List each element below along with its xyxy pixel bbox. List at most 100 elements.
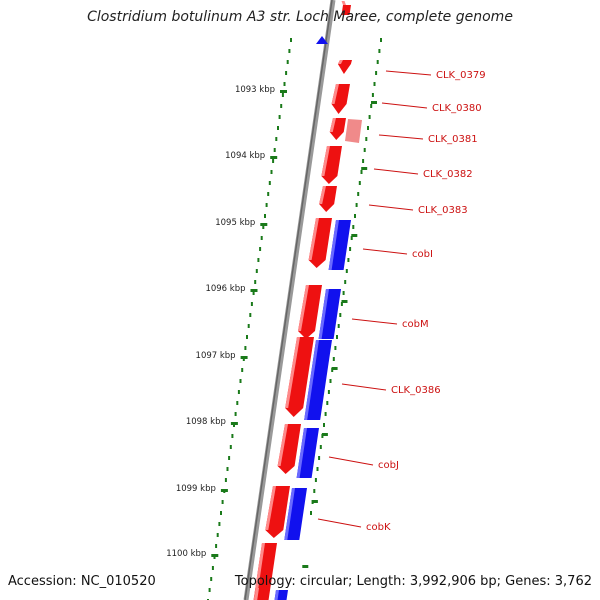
ruler-tick-right bbox=[371, 101, 377, 104]
ruler-tick-label: 1096 kbp bbox=[205, 284, 245, 294]
ruler-tick-label: 1098 kbp bbox=[186, 417, 226, 427]
gene-leader-line bbox=[385, 70, 432, 76]
ruler-dot bbox=[273, 148, 276, 152]
gene-highlight bbox=[304, 340, 319, 420]
ruler-tick-label: 1094 kbp bbox=[225, 151, 265, 161]
ruler-dot bbox=[211, 566, 214, 570]
ruler-dot bbox=[357, 192, 360, 196]
ruler-dot bbox=[363, 148, 366, 152]
forward-gene-arrow bbox=[337, 60, 352, 74]
ruler-dot bbox=[345, 269, 348, 273]
gene-highlight bbox=[284, 488, 295, 540]
gene-leader-line bbox=[373, 168, 419, 175]
ruler-dot bbox=[316, 467, 319, 471]
ruler-tick-label: 1099 kbp bbox=[176, 484, 216, 494]
ruler-dot bbox=[355, 203, 358, 207]
gene-leader-line bbox=[351, 318, 398, 325]
ruler-tick-right bbox=[341, 300, 348, 303]
genome-backbone bbox=[243, 0, 336, 600]
ruler-dot bbox=[229, 445, 232, 449]
ruler-dot bbox=[259, 247, 262, 251]
ruler-dot bbox=[360, 170, 363, 174]
ruler-dot bbox=[318, 456, 321, 460]
ruler-dot bbox=[224, 478, 227, 482]
ruler-dot bbox=[241, 368, 244, 372]
ruler-dot bbox=[281, 93, 284, 97]
ruler-tick bbox=[250, 289, 258, 292]
ruler-tick-label: 1100 kbp bbox=[166, 549, 206, 559]
ruler-dot bbox=[226, 467, 229, 471]
ruler-tick bbox=[211, 554, 219, 557]
gene-highlight bbox=[337, 60, 343, 64]
ruler-dot bbox=[268, 181, 271, 185]
forward-gene-arrow bbox=[253, 543, 277, 600]
ruler-dot bbox=[267, 192, 270, 196]
ruler-tick-right bbox=[321, 433, 328, 436]
ruler-dot bbox=[283, 82, 286, 86]
reverse-gene-arrow bbox=[316, 36, 328, 44]
ruler-dot bbox=[370, 104, 373, 108]
genome-backbone-edge bbox=[244, 0, 333, 600]
gene-label: CLK_0386 bbox=[391, 385, 441, 396]
ruler-dot bbox=[373, 82, 376, 86]
gene-highlight bbox=[285, 337, 300, 408]
ruler-dot bbox=[314, 478, 317, 482]
ruler-dot bbox=[236, 401, 239, 405]
gene-label: CLK_0382 bbox=[423, 169, 473, 180]
gene-highlight bbox=[319, 186, 326, 204]
ruler-dot bbox=[275, 137, 278, 141]
gene-highlight bbox=[274, 590, 279, 600]
ruler-dot bbox=[375, 71, 378, 75]
ruler-dot bbox=[239, 379, 242, 383]
ruler-tick-label: 1093 kbp bbox=[235, 85, 275, 95]
ruler-dot bbox=[347, 258, 350, 262]
ruler-tick-label: 1095 kbp bbox=[215, 218, 255, 228]
gene-leader-line bbox=[381, 102, 428, 109]
gene-label: CLK_0380 bbox=[432, 103, 482, 114]
ruler-dot bbox=[262, 225, 265, 229]
ruler-dot bbox=[257, 258, 260, 262]
gene-leader-line bbox=[341, 383, 387, 391]
ruler-tick bbox=[270, 156, 278, 159]
ruler-dot bbox=[270, 170, 273, 174]
ruler-dot bbox=[237, 390, 240, 394]
ruler-dot bbox=[340, 302, 343, 306]
ruler-dot bbox=[249, 313, 252, 317]
ruler-dot bbox=[352, 225, 355, 229]
ruler-dot bbox=[280, 104, 283, 108]
reverse-gene-block bbox=[284, 488, 307, 540]
genome-summary-text: Topology: circular; Length: 3,992,906 bp… bbox=[234, 574, 592, 589]
ruler-dot bbox=[350, 236, 353, 240]
gene-highlight bbox=[308, 218, 319, 260]
gene-label: CLK_0383 bbox=[418, 205, 468, 216]
ruler-dot bbox=[332, 357, 335, 361]
ruler-dot bbox=[371, 93, 374, 97]
ruler-dot bbox=[378, 49, 381, 53]
ruler-dot bbox=[278, 115, 281, 119]
ruler-dot bbox=[380, 38, 382, 42]
gene-labels: CLK_0379 CLK_0380 CLK_0381 CLK_0382 CLK_0383… bbox=[317, 70, 486, 533]
ruler-dot bbox=[310, 511, 312, 515]
ruler-tick-right bbox=[302, 565, 309, 568]
ruler-dot bbox=[319, 445, 322, 449]
ruler-dot bbox=[216, 533, 219, 537]
ruler-dot bbox=[349, 247, 352, 251]
gene-highlight bbox=[341, 1, 346, 5]
forward-gene-arrow bbox=[341, 5, 351, 15]
ruler-tick-right bbox=[331, 367, 338, 370]
ruler-dot bbox=[247, 324, 250, 328]
ruler-dot bbox=[215, 544, 218, 548]
ruler-dot bbox=[376, 60, 379, 64]
ruler-dot bbox=[234, 412, 237, 416]
ruler-dot bbox=[220, 511, 222, 515]
ruler-dot bbox=[337, 324, 340, 328]
gene-label: CLK_0379 bbox=[436, 70, 486, 81]
ruler-ticks: 1093 kbp 1094 kbp 1095 kbp 1096 kbp 1097 kbp… bbox=[166, 85, 377, 568]
map-title: Clostridium botulinum A3 str. Loch Maree… bbox=[87, 9, 513, 25]
gene-highlight bbox=[277, 424, 288, 466]
ruler-dot bbox=[362, 159, 365, 163]
ruler-dot bbox=[336, 335, 338, 339]
ruler-dot bbox=[329, 379, 332, 383]
ruler-dot bbox=[285, 71, 288, 75]
ruler-tick bbox=[230, 422, 238, 425]
